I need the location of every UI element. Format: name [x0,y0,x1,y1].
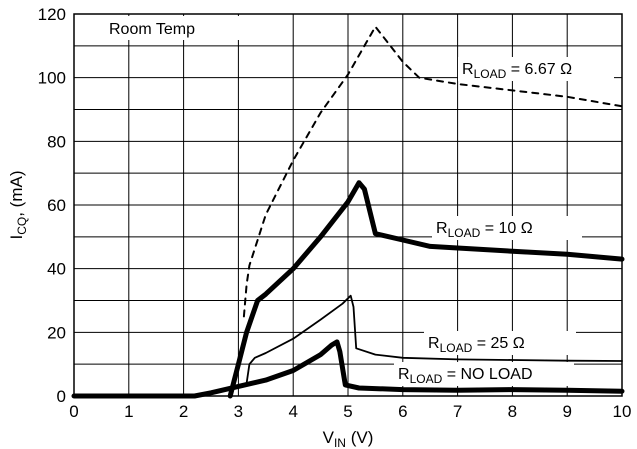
series-label-rload_10: RLOAD = 10 Ω [436,220,533,240]
series-label-bg-rload_10 [432,216,582,240]
y-tick-label: 40 [47,260,66,279]
x-tick-label: 8 [508,402,517,421]
y-tick-label: 100 [38,69,66,88]
series-label-rload_noload: RLOAD = NO LOAD [398,366,533,386]
y-tick-label: 0 [57,387,66,406]
series-label-rload_6_67: RLOAD = 6.67 Ω [462,61,572,81]
series-label-bg-rload_25 [424,331,576,355]
y-tick-label: 20 [47,323,66,342]
x-tick-label: 4 [288,402,297,421]
series-line-rload_25 [245,294,623,385]
annotations: VIN (V) ICQ, (mA) Room Temp [7,16,373,449]
y-tick-label: 80 [47,132,66,151]
x-tick-label: 1 [124,402,133,421]
x-tick-label: 5 [343,402,352,421]
series-labels: RLOAD = 6.67 Ω RLOAD = 10 Ω RLOAD = 25 Ω RL… [394,57,614,386]
series-line-rload_noload [71,339,625,399]
y-axis-title: ICQ, (mA) [7,170,29,239]
series-line-rload_6_67 [242,25,623,318]
plot-area-border [73,13,623,397]
series-label-bg-rload_6_67 [458,57,614,81]
series-line-rload_10 [227,180,625,399]
annotation-room-temp: Room Temp [109,21,195,38]
x-tick-label: 9 [562,402,571,421]
x-tick-label: 6 [398,402,407,421]
x-tick-label: 3 [234,402,243,421]
y-tick-label: 120 [38,5,66,24]
x-tick-label: 0 [69,402,78,421]
x-tick-label: 10 [613,402,632,421]
series-group [71,25,625,399]
series-label-rload_25: RLOAD = 25 Ω [428,335,525,355]
x-tick-label: 7 [453,402,462,421]
x-axis-title: VIN (V) [323,428,374,449]
annotation-box [102,16,242,40]
y-tick-label: 60 [47,196,66,215]
x-tick-label: 2 [179,402,188,421]
series-label-bg-rload_noload [394,362,574,386]
